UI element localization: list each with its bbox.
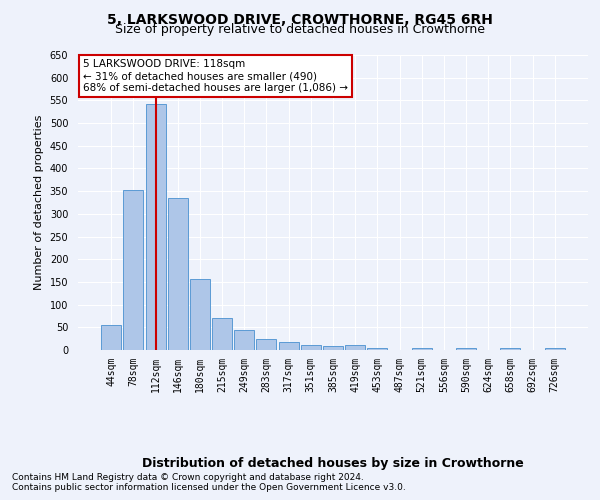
Bar bbox=[278, 342, 299, 350]
Bar bbox=[101, 324, 121, 350]
Bar bbox=[256, 338, 277, 350]
Bar bbox=[500, 348, 520, 350]
Bar bbox=[124, 190, 143, 350]
Bar bbox=[146, 104, 166, 350]
Bar bbox=[190, 278, 210, 350]
Bar bbox=[168, 198, 188, 350]
Text: 5 LARKSWOOD DRIVE: 118sqm
← 31% of detached houses are smaller (490)
68% of semi: 5 LARKSWOOD DRIVE: 118sqm ← 31% of detac… bbox=[83, 60, 348, 92]
Text: Distribution of detached houses by size in Crowthorne: Distribution of detached houses by size … bbox=[142, 458, 524, 470]
Bar bbox=[301, 346, 321, 350]
Text: Size of property relative to detached houses in Crowthorne: Size of property relative to detached ho… bbox=[115, 23, 485, 36]
Bar bbox=[456, 348, 476, 350]
Bar bbox=[545, 348, 565, 350]
Bar bbox=[323, 346, 343, 350]
Text: Contains public sector information licensed under the Open Government Licence v3: Contains public sector information licen… bbox=[12, 482, 406, 492]
Bar bbox=[234, 330, 254, 350]
Y-axis label: Number of detached properties: Number of detached properties bbox=[34, 115, 44, 290]
Bar bbox=[345, 346, 365, 350]
Bar bbox=[212, 318, 232, 350]
Text: 5, LARKSWOOD DRIVE, CROWTHORNE, RG45 6RH: 5, LARKSWOOD DRIVE, CROWTHORNE, RG45 6RH bbox=[107, 12, 493, 26]
Text: Contains HM Land Registry data © Crown copyright and database right 2024.: Contains HM Land Registry data © Crown c… bbox=[12, 472, 364, 482]
Bar bbox=[412, 348, 432, 350]
Bar bbox=[367, 348, 388, 350]
